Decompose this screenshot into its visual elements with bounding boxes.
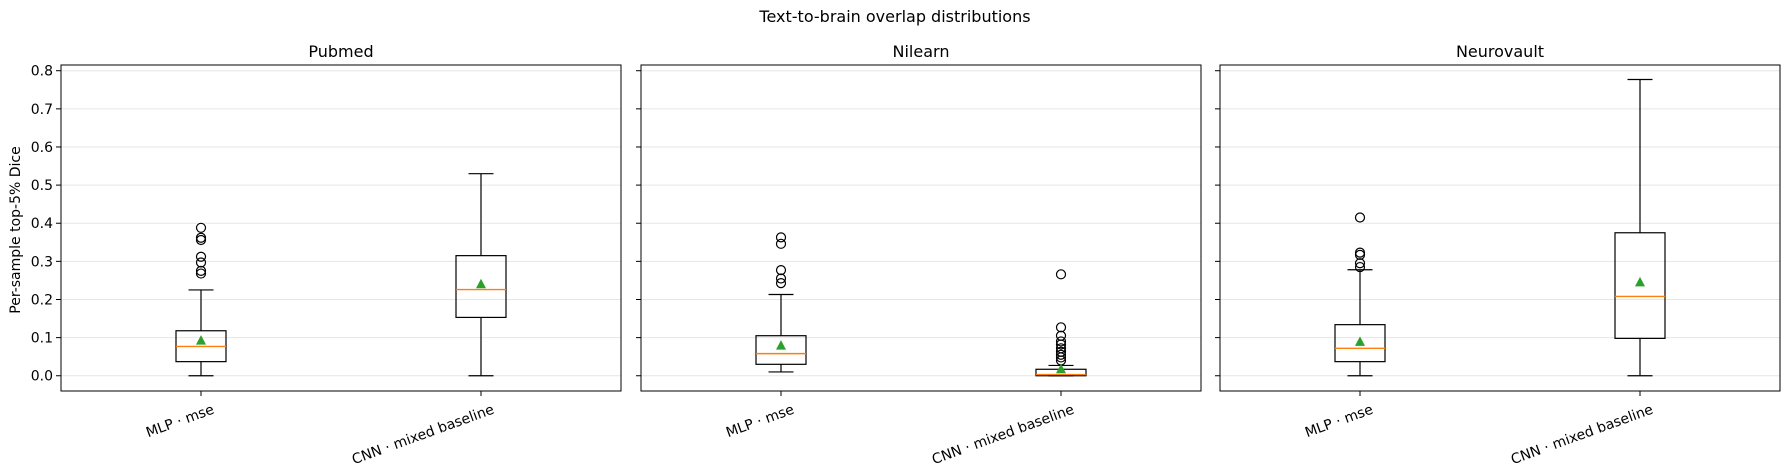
x-tick-label: CNN · mixed baseline (930, 402, 1076, 468)
iqr-box (455, 255, 507, 319)
box-cnn-mixed-baseline (1035, 269, 1087, 377)
outlier-point (1055, 346, 1067, 357)
outlier-point (775, 277, 787, 289)
mean-marker (1635, 276, 1645, 287)
box-cnn-mixed-baseline (1614, 78, 1666, 377)
iqr-box (1614, 232, 1666, 339)
x-tick-label: CNN · mixed baseline (350, 402, 496, 468)
outlier-point (1354, 258, 1366, 269)
outlier-point (775, 232, 787, 243)
panel-neurovault: Neurovault MLP · mse CNN · mixed baseline (1215, 42, 1781, 468)
panel-title: Neurovault (1456, 42, 1544, 61)
y-tick-label: 0.1 (31, 331, 53, 347)
x-tick-label: CNN · mixed baseline (1509, 402, 1655, 468)
outlier-point (1055, 349, 1067, 360)
outlier-point (1354, 247, 1366, 258)
panel-pubmed: Pubmed 0.0 0.1 0.2 0.3 0.4 0.5 0.6 0.7 0.8 MLP · m… (31, 42, 622, 468)
y-tick-label: 0.4 (31, 216, 53, 232)
outlier-point (1055, 330, 1067, 341)
y-tick-label: 0.6 (31, 140, 53, 156)
outlier-point (1055, 336, 1067, 347)
box-cnn-mixed-baseline (455, 173, 507, 377)
panel-title: Pubmed (308, 42, 373, 61)
x-tick-label: MLP · mse (724, 402, 796, 441)
outlier-point (1055, 269, 1067, 280)
mean-marker (196, 335, 206, 345)
outlier-point (775, 265, 787, 276)
outlier-point (775, 238, 787, 249)
mean-marker (1056, 363, 1066, 374)
outlier-point (1354, 261, 1366, 273)
iqr-box (1334, 324, 1386, 363)
iqr-box (755, 335, 807, 365)
x-tick-label: MLP · mse (144, 402, 216, 441)
panel-title: Nilearn (893, 42, 950, 61)
box-mlp-mse (755, 232, 807, 373)
chart-title: Text-to-brain overlap distributions (758, 7, 1030, 26)
panel-nilearn: Nilearn MLP · mse CNN · mixed baseline (636, 42, 1202, 468)
y-tick-label: 0.7 (31, 102, 53, 118)
y-tick-label: 0.3 (31, 254, 53, 270)
outlier-point (195, 257, 207, 268)
mean-marker (776, 340, 786, 350)
outlier-point (195, 232, 207, 243)
outlier-point (195, 234, 207, 246)
panels: Pubmed 0.0 0.1 0.2 0.3 0.4 0.5 0.6 0.7 0.8 MLP · m… (31, 42, 1781, 468)
mean-marker (1355, 336, 1365, 346)
outlier-point (1055, 343, 1067, 354)
outlier-point (195, 222, 207, 233)
outlier-point (1354, 212, 1366, 223)
plot-frame (640, 64, 1202, 392)
y-tick-label: 0.2 (31, 292, 53, 308)
outlier-point (1354, 249, 1366, 260)
y-tick-label: 0.8 (31, 64, 53, 80)
mean-marker (476, 278, 486, 289)
outlier-point (1055, 322, 1067, 333)
outlier-point (775, 273, 787, 284)
outlier-point (195, 265, 207, 276)
x-tick-label: MLP · mse (1303, 402, 1375, 441)
y-tick-label: 0.0 (31, 369, 53, 385)
outlier-point (195, 251, 207, 262)
plot-frame (60, 64, 622, 392)
box-mlp-mse (1334, 212, 1386, 377)
y-axis-label: Per-sample top-5% Dice (8, 146, 24, 313)
y-tick-label: 0.5 (31, 178, 53, 194)
plot-frame (1219, 64, 1781, 392)
box-mlp-mse (175, 222, 227, 377)
outlier-point (195, 268, 207, 279)
